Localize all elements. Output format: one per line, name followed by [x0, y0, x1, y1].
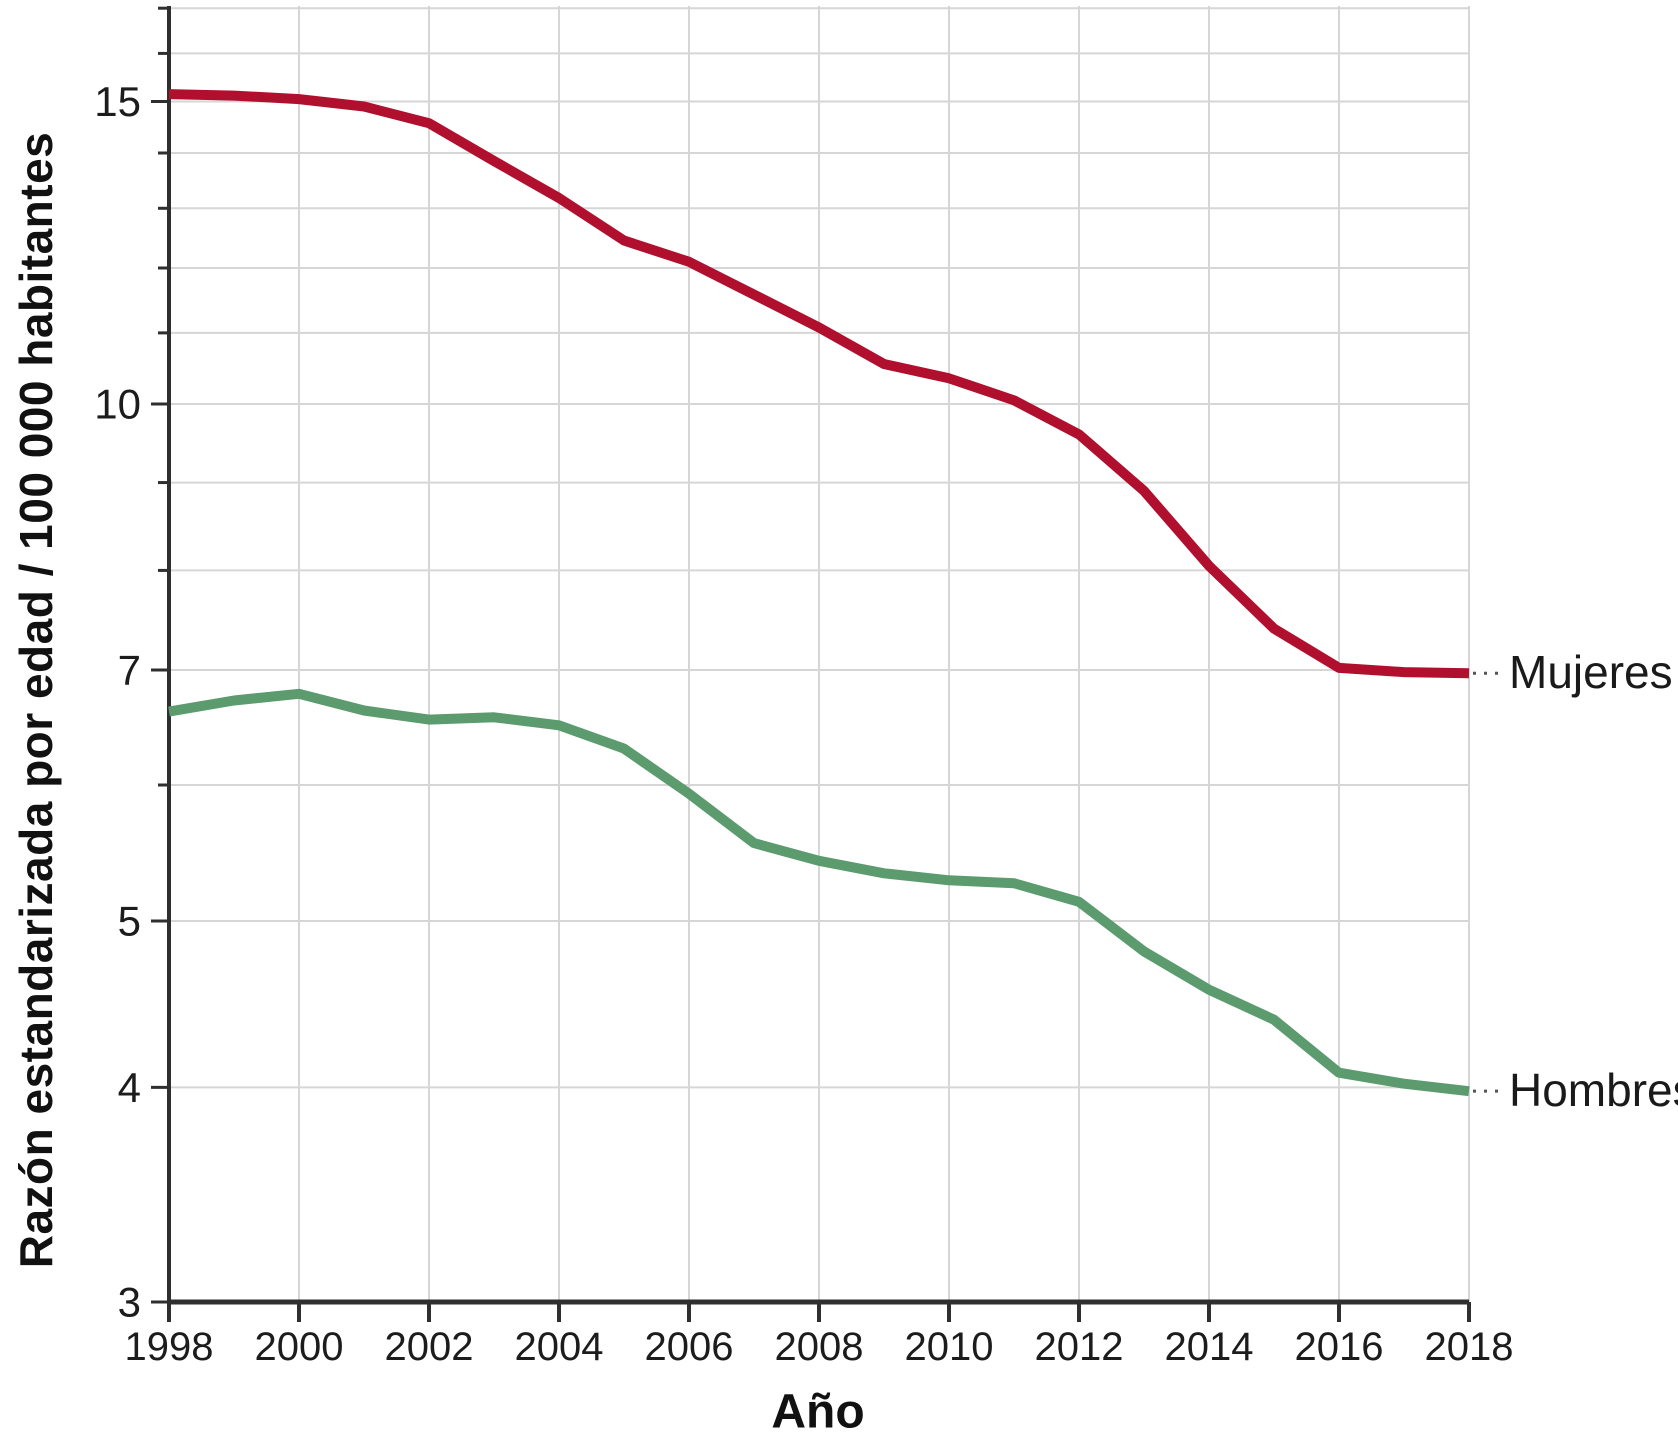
y-tick-label: 4	[118, 1064, 141, 1111]
y-tick-label: 5	[118, 898, 141, 945]
series-label-hombres: Hombres	[1509, 1064, 1678, 1117]
x-tick-label: 2012	[1035, 1325, 1124, 1369]
y-tick-label: 3	[118, 1279, 141, 1326]
x-tick-label: 2006	[645, 1325, 734, 1369]
x-tick-label: 2010	[905, 1325, 994, 1369]
x-tick-label: 2004	[515, 1325, 604, 1369]
x-axis-title: Año	[771, 1385, 865, 1439]
x-tick-label: 2014	[1165, 1325, 1254, 1369]
series-line-mujeres	[168, 89, 1470, 679]
x-tick-label: 2000	[255, 1325, 344, 1369]
x-tick-label: 1998	[125, 1325, 214, 1369]
x-tick-label: 2018	[1425, 1325, 1514, 1369]
y-axis-title: Razón estandarizada por edad / 100 000 h…	[10, 131, 62, 1269]
x-tick-label: 2016	[1295, 1325, 1384, 1369]
x-tick-label: 2008	[775, 1325, 864, 1369]
y-tick-label: 7	[118, 647, 141, 694]
series-line-hombres	[168, 688, 1470, 1097]
series-label-mujeres: Mujeres	[1509, 646, 1673, 699]
y-tick-label: 15	[94, 78, 141, 125]
x-tick-label: 2002	[385, 1325, 474, 1369]
y-tick-label: 10	[94, 381, 141, 428]
